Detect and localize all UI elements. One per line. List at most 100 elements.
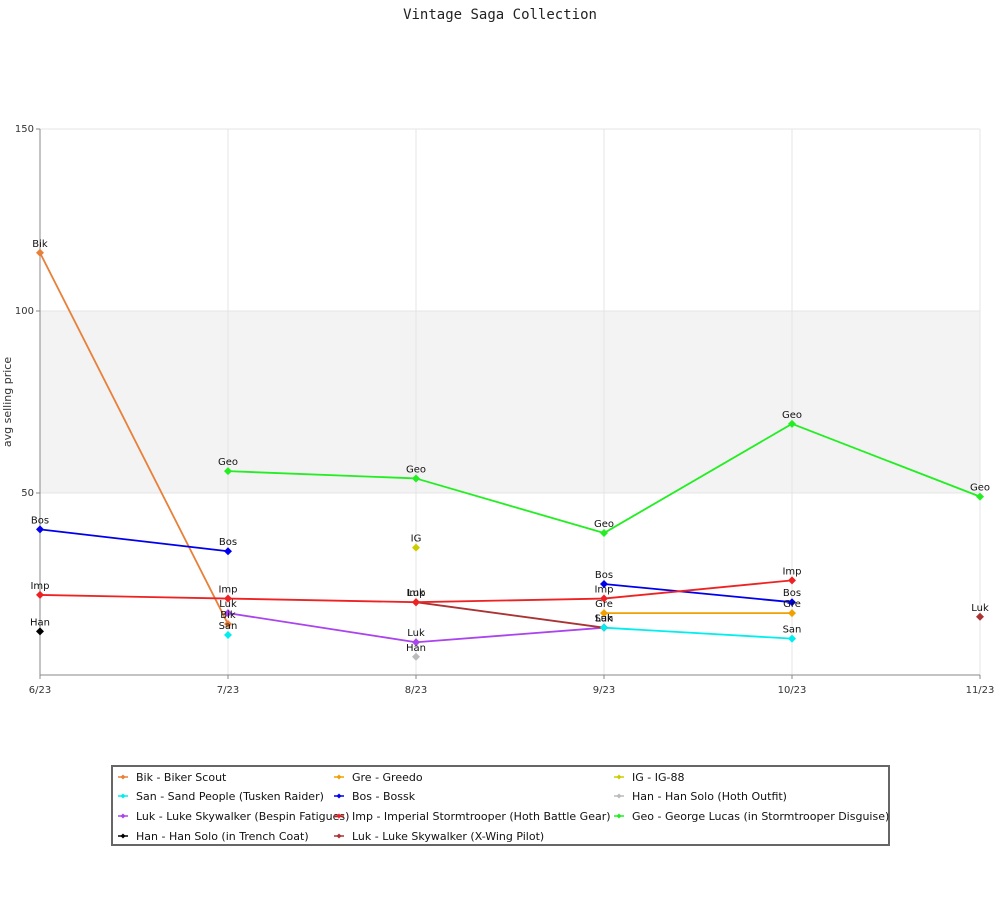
data-label: Geo bbox=[782, 410, 802, 421]
data-point bbox=[224, 630, 232, 639]
legend-marker bbox=[336, 774, 342, 780]
data-point bbox=[600, 594, 608, 603]
data-label: Bik bbox=[220, 610, 236, 621]
legend-label: Gre - Greedo bbox=[352, 771, 423, 784]
chart-title: Vintage Saga Collection bbox=[403, 7, 597, 23]
data-label: Geo bbox=[406, 464, 426, 475]
legend-box bbox=[111, 765, 890, 846]
x-tick-label: 6/23 bbox=[29, 685, 51, 696]
data-label: Imp bbox=[594, 585, 613, 596]
plot-background bbox=[40, 311, 980, 493]
data-label: Geo bbox=[594, 519, 614, 530]
series-line-segment bbox=[603, 423, 793, 534]
data-point bbox=[36, 248, 44, 257]
data-point bbox=[976, 492, 984, 501]
legend-label: Luk - Luke Skywalker (X-Wing Pilot) bbox=[352, 830, 544, 843]
data-point bbox=[36, 590, 44, 599]
legend-marker bbox=[120, 774, 126, 780]
x-tick-label: 7/23 bbox=[217, 685, 239, 696]
data-label: IG bbox=[411, 534, 422, 545]
series-line-segment bbox=[227, 470, 417, 480]
y-tick-label: 150 bbox=[15, 124, 34, 135]
data-point bbox=[600, 580, 608, 588]
data-point bbox=[600, 623, 608, 632]
data-label: San bbox=[595, 614, 614, 625]
y-tick-label: 100 bbox=[15, 306, 34, 317]
legend-label: Imp - Imperial Stormtrooper (Hoth Battle… bbox=[352, 810, 611, 823]
data-label: Bik bbox=[32, 239, 48, 250]
data-point bbox=[788, 598, 796, 607]
legend-label: Luk - Luke Skywalker (Bespin Fatigues) bbox=[136, 810, 349, 823]
data-point bbox=[976, 612, 984, 621]
grid bbox=[39, 128, 981, 675]
x-tick-label: 8/23 bbox=[405, 685, 427, 696]
series-line-segment bbox=[415, 626, 605, 644]
data-point bbox=[224, 609, 232, 618]
legend-marker bbox=[120, 833, 126, 839]
data-label: Gre bbox=[783, 599, 801, 610]
data-label: Bos bbox=[31, 515, 49, 526]
legend-label: Bos - Bossk bbox=[352, 790, 416, 803]
data-point bbox=[412, 652, 420, 661]
series-line-segment bbox=[603, 579, 793, 600]
data-point bbox=[412, 638, 420, 647]
y-axis-label: avg selling price bbox=[1, 357, 14, 447]
data-point bbox=[412, 543, 420, 552]
x-tick-label: 11/23 bbox=[966, 685, 995, 696]
data-point bbox=[224, 594, 232, 603]
data-label: Bos bbox=[595, 570, 613, 581]
legend-marker bbox=[616, 813, 622, 819]
data-point bbox=[788, 419, 796, 428]
plot-band bbox=[40, 311, 980, 493]
data-point bbox=[788, 634, 796, 643]
data-point bbox=[600, 529, 608, 538]
series-line-segment bbox=[227, 597, 417, 604]
legend: Bik - Biker Scout Bos - Bossk Geo - George… bbox=[111, 765, 890, 846]
series-line-segment bbox=[227, 612, 417, 644]
data-point bbox=[36, 525, 44, 534]
data-label: Bos bbox=[219, 537, 237, 548]
data-point bbox=[788, 609, 796, 618]
series-lines bbox=[39, 252, 981, 644]
x-tick-label: 10/23 bbox=[778, 685, 807, 696]
legend-marker bbox=[616, 793, 622, 799]
data-point bbox=[224, 467, 232, 476]
data-label: Gre bbox=[595, 599, 613, 610]
legend-marker bbox=[336, 813, 342, 819]
legend-marker bbox=[336, 833, 342, 839]
data-point bbox=[412, 598, 420, 607]
legend-label: Han - Han Solo (Hoth Outfit) bbox=[632, 790, 787, 803]
series-line-segment bbox=[415, 597, 605, 604]
series-line-segment bbox=[791, 423, 981, 498]
data-label: Imp bbox=[406, 588, 425, 599]
data-label: Geo bbox=[218, 457, 238, 468]
data-label: Luk bbox=[219, 599, 237, 610]
series-line-segment bbox=[39, 528, 229, 553]
series-line-segment bbox=[39, 594, 229, 600]
legend-label: IG - IG-88 bbox=[632, 771, 684, 784]
data-label: San bbox=[783, 625, 802, 636]
data-labels: Bik Bik Bos Bos Bos Bos Geo Geo Geo Geo Geo Gre Gre H… bbox=[30, 239, 990, 654]
series-line-segment bbox=[603, 583, 793, 604]
series-points bbox=[36, 248, 984, 661]
data-point bbox=[224, 620, 232, 629]
data-label: Imp bbox=[30, 581, 49, 592]
data-point bbox=[412, 474, 420, 483]
y-tick-label: 50 bbox=[21, 488, 34, 499]
data-label: Luk bbox=[407, 628, 425, 639]
data-label: San bbox=[219, 621, 238, 632]
legend-marker bbox=[120, 813, 126, 819]
data-point bbox=[600, 609, 608, 618]
legend-label: Han - Han Solo (in Trench Coat) bbox=[136, 830, 309, 843]
x-tick-label: 9/23 bbox=[593, 685, 615, 696]
data-label: Bos bbox=[783, 588, 801, 599]
legend-marker bbox=[616, 774, 622, 780]
data-point bbox=[788, 576, 796, 585]
data-label: Luk bbox=[595, 614, 613, 625]
legend-marker bbox=[120, 793, 126, 799]
legend-label: Geo - George Lucas (in Stormtrooper Disg… bbox=[632, 810, 889, 823]
data-point bbox=[224, 547, 232, 556]
series-line-segment bbox=[415, 601, 605, 629]
series-line-segment bbox=[415, 477, 605, 534]
